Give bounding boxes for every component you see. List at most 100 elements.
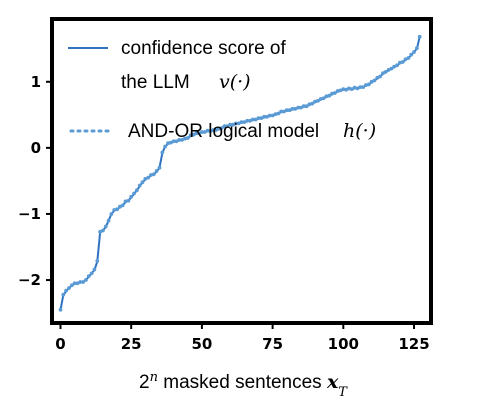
model-point (211, 128, 216, 132)
model-point (284, 108, 289, 113)
model-point (389, 66, 394, 71)
model-point (299, 105, 303, 110)
model-point (366, 82, 371, 87)
model-point (239, 120, 244, 124)
x-axis-label-sub: T (338, 385, 348, 400)
model-point (321, 96, 326, 101)
model-point (403, 57, 408, 62)
model-point (392, 64, 397, 69)
legend-label-model: AND-OR logical model (128, 121, 319, 142)
model-point (219, 126, 224, 130)
model-point (400, 60, 405, 64)
model-point (200, 130, 204, 134)
legend: confidence score of the LLM v(·) AND-OR … (68, 38, 376, 142)
y-tick-label: 1 (31, 73, 41, 91)
model-point (256, 116, 261, 120)
axis-ticks: 0 25 50 75 100 125 −2 −1 0 1 (18, 73, 430, 353)
model-point (332, 91, 337, 95)
model-point (103, 224, 108, 229)
model-point (276, 111, 281, 116)
x-axis-label-base: 2 (139, 372, 150, 393)
model-point (112, 208, 117, 212)
model-point (81, 280, 85, 284)
model-point (183, 136, 187, 141)
model-point (64, 288, 68, 293)
y-tick-label: −2 (18, 271, 41, 289)
model-point (301, 104, 306, 109)
model-point (143, 177, 148, 181)
model-point (225, 124, 230, 128)
model-point (78, 280, 83, 284)
model-point (417, 34, 422, 39)
model-point (135, 188, 139, 193)
x-axis-label: 2n masked sentences xT (139, 370, 348, 400)
x-tick-label: 50 (191, 335, 212, 353)
model-point (109, 212, 114, 216)
legend-math-model: h(·) (343, 120, 376, 142)
model-point (194, 131, 199, 136)
y-tick-label: 0 (31, 139, 41, 157)
model-point (222, 124, 227, 128)
model-point (372, 78, 377, 83)
model-point (409, 52, 414, 57)
model-point (245, 118, 250, 123)
model-point (395, 63, 399, 68)
model-point (250, 117, 255, 122)
model-point (214, 128, 218, 132)
plot-points (58, 34, 422, 312)
model-point (364, 83, 368, 87)
x-axis-label-text: masked sentences (158, 372, 327, 393)
x-tick-label: 25 (121, 335, 142, 353)
x-tick-label: 100 (328, 335, 359, 353)
model-point (273, 112, 278, 117)
model-point (92, 267, 97, 272)
x-axis-label-exp: n (150, 370, 158, 385)
model-point (163, 144, 168, 149)
model-point (160, 150, 165, 155)
model-point (89, 271, 94, 276)
model-point (296, 105, 300, 110)
model-point (304, 104, 309, 109)
model-point (233, 121, 238, 126)
model-point (406, 56, 411, 60)
model-point (310, 101, 315, 106)
model-point (202, 130, 207, 134)
model-point (151, 172, 156, 177)
model-point (361, 85, 365, 89)
model-point (86, 274, 91, 278)
model-point (349, 87, 354, 91)
model-point (174, 139, 179, 144)
x-tick-label: 125 (398, 335, 429, 353)
model-point (279, 109, 283, 114)
model-point (267, 113, 272, 118)
model-point (69, 283, 74, 288)
model-point (378, 74, 382, 79)
model-point (177, 138, 182, 142)
model-point (157, 165, 162, 170)
model-point (101, 228, 105, 233)
model-point (123, 199, 128, 204)
x-tick-label: 75 (262, 335, 283, 353)
plot-frame (50, 17, 433, 325)
model-point (228, 122, 233, 127)
model-point (383, 70, 388, 74)
model-point (191, 132, 196, 137)
model-point (72, 281, 77, 286)
y-tick-label: −1 (18, 205, 41, 223)
legend-math-llm: v(·) (219, 71, 251, 93)
model-point (84, 278, 88, 282)
model-point (358, 85, 363, 89)
model-point (253, 117, 258, 122)
model-point (140, 180, 145, 185)
model-point (129, 194, 134, 199)
model-point (126, 198, 131, 203)
model-point (120, 203, 125, 208)
model-point (61, 292, 66, 297)
model-point (352, 85, 357, 90)
model-point (95, 259, 100, 263)
legend-label-llm-line2: the LLM (121, 72, 190, 93)
model-point (412, 50, 416, 54)
model-point (327, 93, 332, 98)
model-point (67, 286, 71, 290)
